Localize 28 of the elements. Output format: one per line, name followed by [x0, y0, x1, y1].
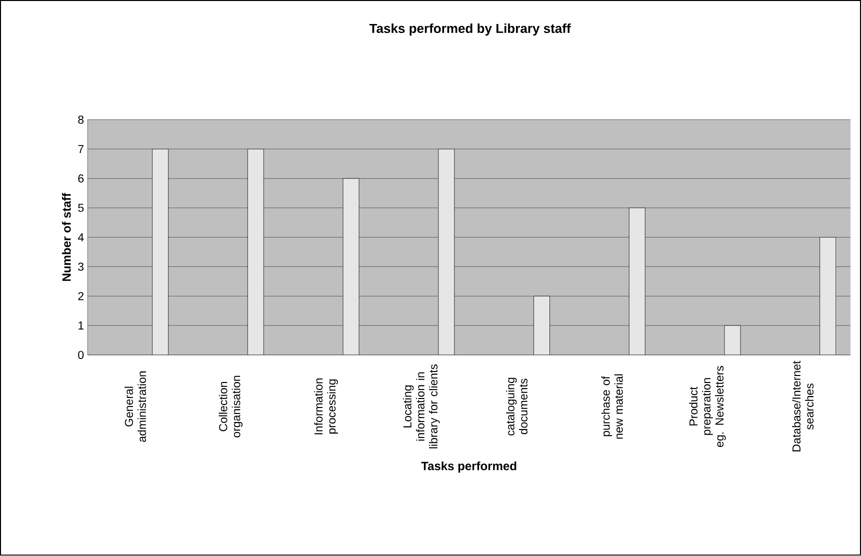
bar	[342, 178, 360, 356]
bar	[628, 208, 646, 356]
x-tick-label: General administration	[124, 372, 146, 442]
x-tick-label: Locating information in library for clients	[402, 364, 440, 448]
y-tick-label: 4	[78, 233, 84, 242]
bar	[724, 325, 741, 356]
y-tick-label: 7	[78, 145, 84, 154]
x-axis-title: Tasks performed	[421, 462, 516, 473]
chart-title: Tasks performed by Library staff	[369, 24, 571, 36]
y-axis-title: Number of staff	[62, 193, 71, 282]
y-tick-label: 6	[78, 174, 84, 183]
y-tick-label: 8	[78, 116, 84, 124]
x-tick-label: purchase of new material	[601, 374, 623, 439]
y-tick-label: 5	[78, 204, 84, 212]
x-tick-label: Product preparation eg. Newsletters	[689, 366, 726, 448]
x-tick-label: cataloguing documents	[506, 378, 528, 436]
x-tick-label: Database/Internet searches	[792, 361, 814, 452]
bar	[820, 237, 836, 356]
y-tick-label: 0	[78, 351, 84, 360]
y-tick-label: 3	[78, 262, 84, 271]
y-tick-label: 2	[78, 292, 84, 300]
x-tick-label: Collection organisation	[218, 376, 243, 438]
bar	[438, 149, 455, 356]
x-tick-label: Information processing	[314, 378, 338, 434]
bar	[152, 149, 169, 356]
bar	[247, 149, 264, 356]
bar	[534, 296, 550, 356]
y-tick-label: 1	[78, 322, 84, 330]
